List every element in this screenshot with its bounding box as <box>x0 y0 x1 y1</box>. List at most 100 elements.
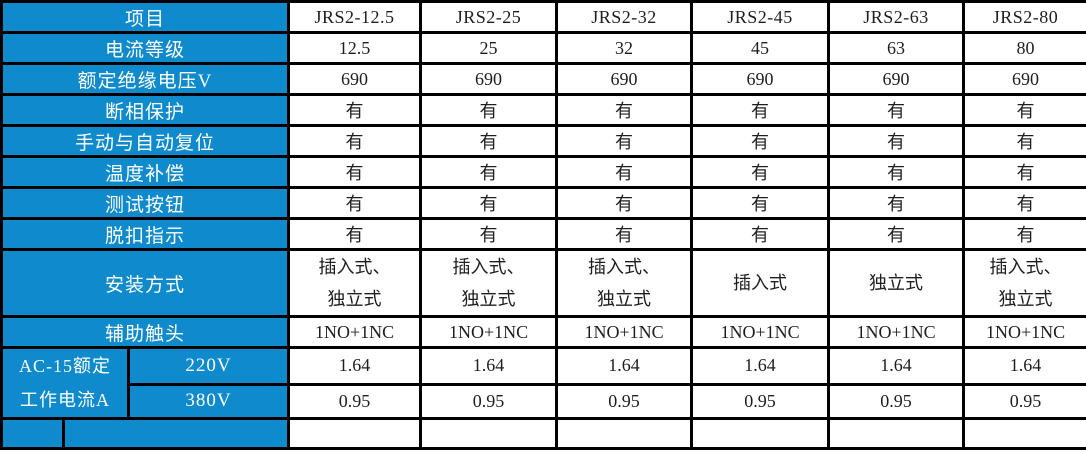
value-cell-mounting-method-jrs2-80: 插入式、 独立式 <box>962 248 1086 318</box>
value-cell-auxiliary-contacts-jrs2-45: 1NO+1NC <box>690 315 831 349</box>
table-row-ac15-380v: 380V 0.95 0.95 0.95 0.95 0.95 0.95 <box>2 382 1086 421</box>
table-row-ac15-220v: AC-15额定 工作电流A 220V 1.64 1.64 1.64 1.64 1.64 1.6… <box>0 346 1086 420</box>
value-cell-ac15-220v-jrs2-32: 1.64 <box>555 346 694 386</box>
value-cell-ac15-220v-jrs2-63: 1.64 <box>827 346 966 386</box>
value-cell-ac15-380v-jrs2-45: 0.95 <box>690 382 831 421</box>
row-label-trip-indication: 脱扣指示 <box>0 217 291 251</box>
value-cell-current-grade-jrs2-45: 45 <box>690 31 831 65</box>
value-cell-temp-compensation-jrs2-80: 有 <box>962 155 1086 189</box>
value-cell-phase-protection-jrs2-63: 有 <box>827 93 966 127</box>
value-cell-current-grade-jrs2-12.5: 12.5 <box>287 31 423 65</box>
value-cell-phase-protection-jrs2-45: 有 <box>690 93 831 127</box>
subrow-label-ac15-220v: 220V <box>126 346 291 386</box>
table-row-trip-indication: 脱扣指示有有有有有有 <box>0 217 1086 251</box>
clipped-value-cell-jrs2-32 <box>555 417 694 450</box>
value-cell-auxiliary-contacts-jrs2-80: 1NO+1NC <box>962 315 1086 349</box>
value-cell-trip-indication-jrs2-25: 有 <box>419 217 559 251</box>
table-row-auxiliary-contacts: 辅助触头 1NO+1NC 1NO+1NC 1NO+1NC 1NO+1NC 1NO+1NC 1… <box>0 315 1086 349</box>
value-cell-mounting-method-jrs2-63: 独立式 <box>827 248 966 318</box>
row-label-temp-compensation: 温度补偿 <box>0 155 291 189</box>
value-cell-mounting-method-jrs2-25: 插入式、 独立式 <box>419 248 559 318</box>
value-cell-mounting-method-jrs2-32: 插入式、 独立式 <box>555 248 694 318</box>
value-cell-current-grade-jrs2-80: 80 <box>962 31 1086 65</box>
value-cell-temp-compensation-jrs2-45: 有 <box>690 155 831 189</box>
value-cell-test-button-jrs2-63: 有 <box>827 186 966 220</box>
model-header-cell-jrs2-25: JRS2-25 <box>419 0 559 34</box>
row-label-auxiliary-contacts: 辅助触头 <box>0 315 291 349</box>
table-row-test-button: 测试按钮有有有有有有 <box>0 186 1086 220</box>
clipped-value-cell-jrs2-63 <box>827 417 966 450</box>
value-cell-insulation-voltage-jrs2-32: 690 <box>555 62 694 96</box>
clipped-bottom-row <box>0 417 1086 450</box>
value-cell-test-button-jrs2-12.5: 有 <box>287 186 423 220</box>
value-cell-phase-protection-jrs2-25: 有 <box>419 93 559 127</box>
group-label-ac15: AC-15额定 工作电流A <box>0 346 130 420</box>
value-cell-ac15-380v-jrs2-25: 0.95 <box>419 382 559 421</box>
value-cell-ac15-380v-jrs2-80: 0.95 <box>962 382 1086 421</box>
value-cell-insulation-voltage-jrs2-45: 690 <box>690 62 831 96</box>
table-row-current-grade: 电流等级 12.5 25 32 45 63 80 <box>0 31 1086 65</box>
value-cell-current-grade-jrs2-63: 63 <box>827 31 966 65</box>
value-cell-auxiliary-contacts-jrs2-12.5: 1NO+1NC <box>287 315 423 349</box>
model-header-cell-jrs2-12.5: JRS2-12.5 <box>287 0 423 34</box>
value-cell-temp-compensation-jrs2-25: 有 <box>419 155 559 189</box>
value-cell-phase-protection-jrs2-12.5: 有 <box>287 93 423 127</box>
clipped-label-cell-right <box>61 417 291 450</box>
value-cell-trip-indication-jrs2-80: 有 <box>962 217 1086 251</box>
value-cell-ac15-380v-jrs2-12.5: 0.95 <box>287 382 423 421</box>
model-header-cell-jrs2-45: JRS2-45 <box>690 0 831 34</box>
value-cell-temp-compensation-jrs2-32: 有 <box>555 155 694 189</box>
value-cell-insulation-voltage-jrs2-12.5: 690 <box>287 62 423 96</box>
value-cell-ac15-220v-jrs2-80: 1.64 <box>962 346 1086 386</box>
model-header-cell-jrs2-80: JRS2-80 <box>962 0 1086 34</box>
value-cell-phase-protection-jrs2-80: 有 <box>962 93 1086 127</box>
value-cell-temp-compensation-jrs2-12.5: 有 <box>287 155 423 189</box>
value-cell-current-grade-jrs2-32: 32 <box>555 31 694 65</box>
subrow-label-ac15-380v: 380V <box>126 382 291 421</box>
value-cell-test-button-jrs2-80: 有 <box>962 186 1086 220</box>
clipped-value-cell-jrs2-45 <box>690 417 831 450</box>
value-cell-auxiliary-contacts-jrs2-25: 1NO+1NC <box>419 315 559 349</box>
table-row-phase-protection: 断相保护有有有有有有 <box>0 93 1086 127</box>
row-label-current-grade: 电流等级 <box>0 31 291 65</box>
value-cell-test-button-jrs2-45: 有 <box>690 186 831 220</box>
value-cell-insulation-voltage-jrs2-25: 690 <box>419 62 559 96</box>
value-cell-manual-auto-reset-jrs2-63: 有 <box>827 124 966 158</box>
value-cell-insulation-voltage-jrs2-63: 690 <box>827 62 966 96</box>
value-cell-ac15-220v-jrs2-45: 1.64 <box>690 346 831 386</box>
value-cell-trip-indication-jrs2-12.5: 有 <box>287 217 423 251</box>
clipped-value-cell-jrs2-80 <box>962 417 1086 450</box>
table-row-insulation-voltage: 额定绝缘电压V 690 690 690 690 690 690 <box>0 62 1086 96</box>
table-row-temp-compensation: 温度补偿有有有有有有 <box>0 155 1086 189</box>
row-label-test-button: 测试按钮 <box>0 186 291 220</box>
clipped-label-cell-left <box>0 417 65 450</box>
value-cell-ac15-220v-jrs2-12.5: 1.64 <box>287 346 423 386</box>
value-cell-manual-auto-reset-jrs2-80: 有 <box>962 124 1086 158</box>
value-cell-manual-auto-reset-jrs2-12.5: 有 <box>287 124 423 158</box>
value-cell-phase-protection-jrs2-32: 有 <box>555 93 694 127</box>
value-cell-test-button-jrs2-32: 有 <box>555 186 694 220</box>
row-label-mounting-method: 安装方式 <box>0 248 291 318</box>
table-row-mounting-method: 安装方式 插入式、 独立式 插入式、 独立式 插入式、 独立式 插入式 独立式 插入式、 独… <box>0 248 1086 318</box>
header-row: 项目 JRS2-12.5 JRS2-25 JRS2-32 JRS2-45 JRS2-63 J… <box>0 0 1086 34</box>
value-cell-mounting-method-jrs2-12.5: 插入式、 独立式 <box>287 248 423 318</box>
clipped-value-cell-jrs2-25 <box>419 417 559 450</box>
value-cell-trip-indication-jrs2-63: 有 <box>827 217 966 251</box>
value-cell-manual-auto-reset-jrs2-25: 有 <box>419 124 559 158</box>
model-header-cell-jrs2-32: JRS2-32 <box>555 0 694 34</box>
value-cell-manual-auto-reset-jrs2-32: 有 <box>555 124 694 158</box>
model-header-cell-jrs2-63: JRS2-63 <box>827 0 966 34</box>
value-cell-current-grade-jrs2-25: 25 <box>419 31 559 65</box>
value-cell-temp-compensation-jrs2-63: 有 <box>827 155 966 189</box>
value-cell-insulation-voltage-jrs2-80: 690 <box>962 62 1086 96</box>
item-header-cell: 项目 <box>0 0 291 34</box>
value-cell-ac15-380v-jrs2-63: 0.95 <box>827 382 966 421</box>
value-cell-trip-indication-jrs2-45: 有 <box>690 217 831 251</box>
value-cell-test-button-jrs2-25: 有 <box>419 186 559 220</box>
value-cell-ac15-380v-jrs2-32: 0.95 <box>555 382 694 421</box>
table-row-manual-auto-reset: 手动与自动复位有有有有有有 <box>0 124 1086 158</box>
clipped-value-cell-jrs2-12.5 <box>287 417 423 450</box>
value-cell-manual-auto-reset-jrs2-45: 有 <box>690 124 831 158</box>
